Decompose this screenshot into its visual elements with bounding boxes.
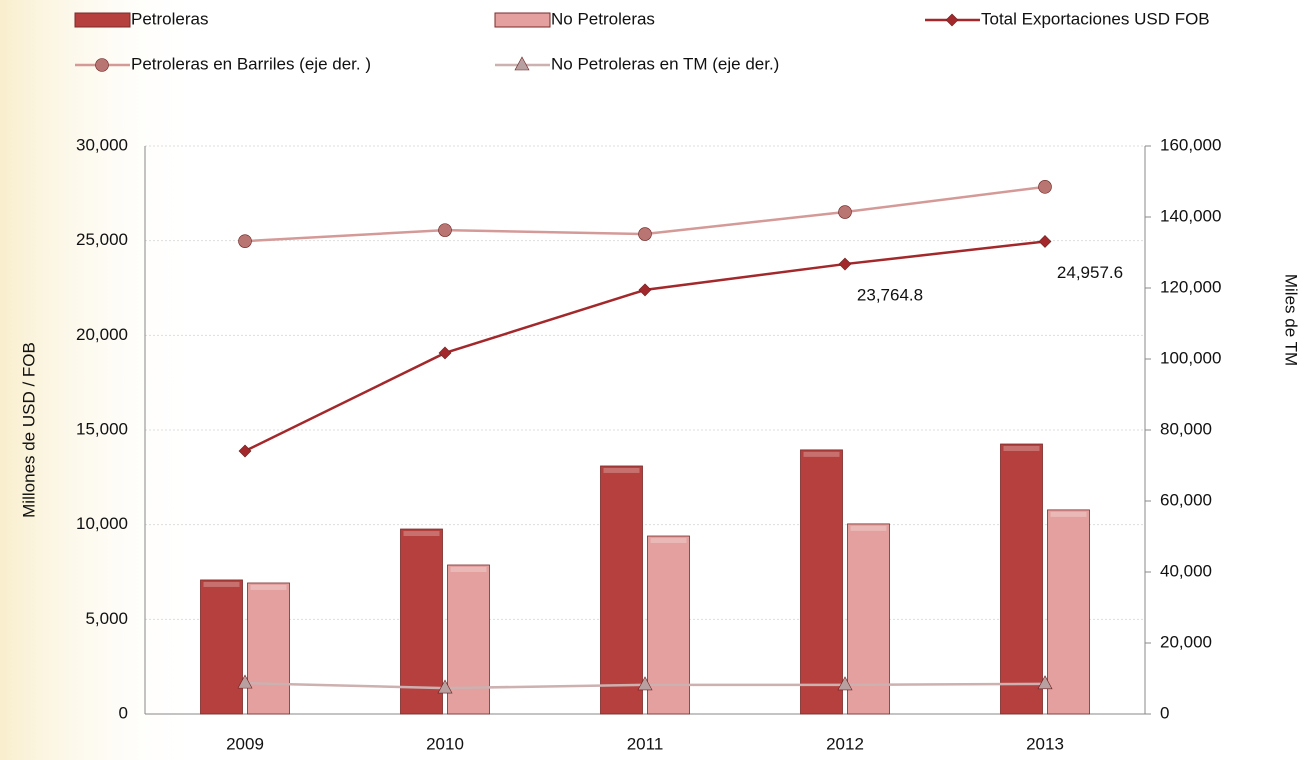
bar-bevel [603,467,640,473]
background [0,0,200,760]
bar [1047,509,1090,715]
legend-swatch [494,12,551,28]
line-marker [838,205,852,219]
y-tick-label: 15,000 [76,419,128,438]
line-marker [437,679,453,694]
y-tick-label: 20,000 [76,325,128,344]
line [244,240,1046,453]
line-marker [638,283,652,297]
y-tick-label: 0 [119,703,128,722]
line-marker [638,227,652,241]
line-marker [238,444,252,458]
line-marker [438,346,452,360]
y-tick-label: 10,000 [76,514,128,533]
y-tick-label: 30,000 [76,135,128,154]
x-tick-label: 2011 [627,734,664,753]
line-marker [1038,235,1052,248]
line-marker [637,676,653,691]
y2-tick-label: 40,000 [1160,561,1212,580]
bar-bevel [450,566,487,572]
bar [400,528,443,715]
y2-tick-label: 140,000 [1160,206,1221,225]
bar [1000,443,1043,715]
y2-tick-label: 160,000 [1160,135,1221,154]
legend-label: No Petroleras en TM (eje der.) [551,54,779,73]
y2-tick-label: 60,000 [1160,490,1212,509]
line-marker [1037,675,1053,690]
legend-label: Total Exportaciones USD FOB [981,9,1210,28]
y2-axis-title: Miles de TM [1282,274,1301,366]
x-tick-label: 2012 [826,734,864,753]
y2-tick-label: 0 [1160,703,1169,722]
y2-tick-label: 20,000 [1160,632,1212,651]
legend-label: Petroleras [131,9,208,28]
bar-bevel [650,538,687,544]
y-tick-label: 25,000 [76,230,128,249]
bar [847,523,890,715]
legend-marker [95,58,109,72]
bar-bevel [1050,511,1087,517]
bar [600,465,643,715]
bar [200,579,243,715]
data-label: 23,764.8 [857,286,923,305]
legend-label: No Petroleras [551,9,655,28]
y2-tick-label: 80,000 [1160,419,1212,438]
legend-marker [514,56,530,71]
bar [247,582,290,715]
line-marker [837,676,853,691]
legend-label: Petroleras en Barriles (eje der. ) [131,54,371,73]
line-marker [237,674,253,689]
bar [800,449,843,715]
line-marker [1038,180,1052,194]
y2-tick-label: 100,000 [1160,348,1221,367]
x-tick-label: 2009 [226,734,264,753]
bar-bevel [403,531,440,537]
line-marker [838,257,852,271]
bar [647,535,690,715]
bar-bevel [203,581,240,587]
y-axis-title: Millones de USD / FOB [19,342,38,518]
bar-bevel [1003,446,1040,452]
x-tick-label: 2010 [426,734,464,753]
bar [447,564,490,715]
x-tick-label: 2013 [1026,734,1064,753]
y-tick-label: 5,000 [85,609,128,628]
line-marker [438,223,452,237]
data-label: 24,957.6 [1057,263,1123,282]
bar-bevel [250,584,287,590]
bar-bevel [850,525,887,531]
legend-swatch [74,12,131,28]
line-marker [238,234,252,248]
bar-bevel [803,451,840,457]
y2-tick-label: 120,000 [1160,277,1221,296]
legend-marker [945,13,959,27]
